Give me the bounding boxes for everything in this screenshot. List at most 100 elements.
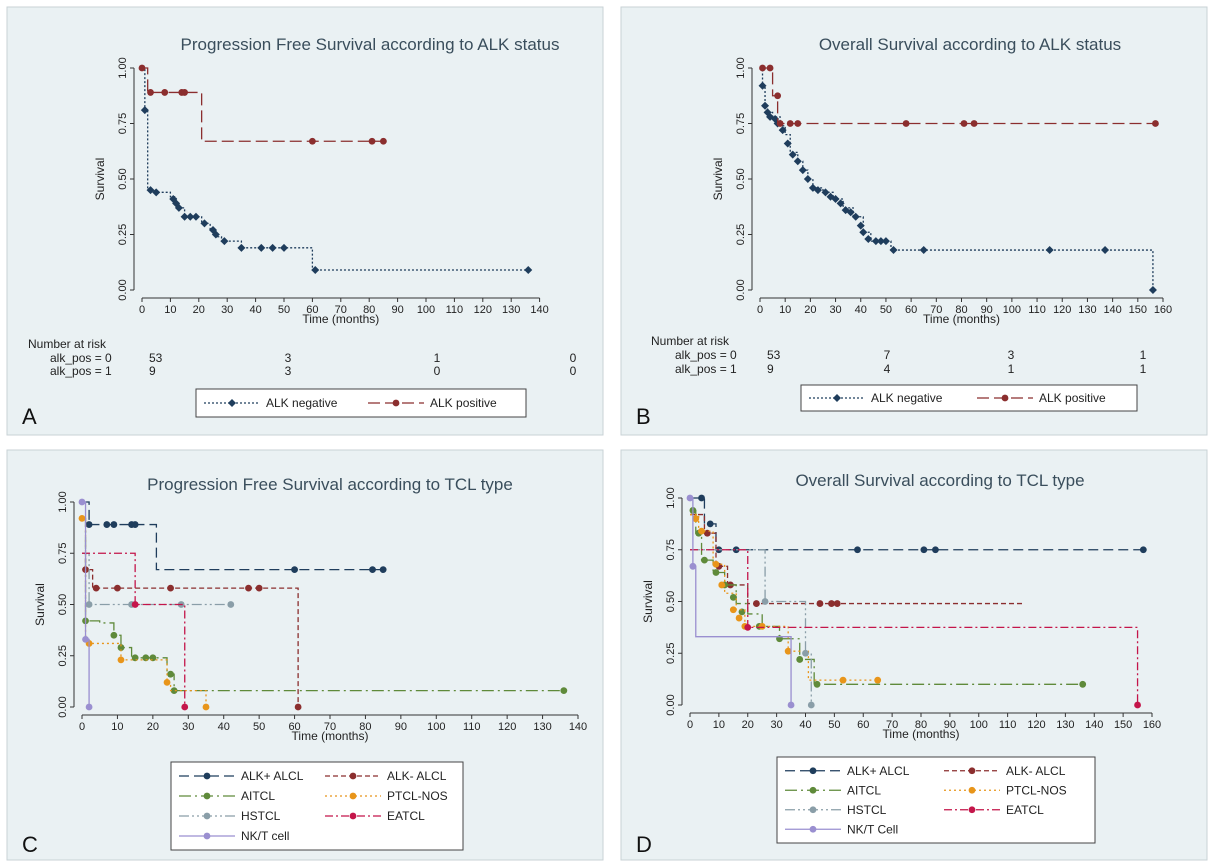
censor-marker [698, 527, 705, 535]
censor-marker [309, 137, 316, 145]
panel-a: Progression Free Survival according to A… [6, 6, 604, 436]
censor-marker [369, 566, 376, 574]
risk-value: 3 [1008, 348, 1015, 362]
risk-value: 53 [767, 348, 781, 362]
censor-marker [729, 606, 737, 614]
censor-marker [152, 188, 161, 197]
censor-marker [932, 546, 939, 554]
censor-marker [186, 212, 195, 221]
legend: ALK negative ALK positive [800, 384, 1138, 412]
censor-marker [784, 647, 792, 655]
panel-letter: A [22, 404, 37, 429]
legend-label: ALK positive [1039, 391, 1106, 405]
censor-marker [833, 600, 841, 607]
panel-d: Overall Survival according to TCL type D 0… [620, 449, 1208, 861]
censor-marker [117, 656, 125, 664]
y-axis-label: Survival [711, 158, 725, 201]
legend-label: EATCL [1006, 803, 1044, 817]
censor-marker [766, 64, 774, 72]
x-tick-label: 130 [1056, 719, 1074, 731]
y-axis-label: Survival [641, 580, 655, 623]
censor-marker [851, 212, 860, 221]
y-tick-label: 0.75 [57, 543, 69, 564]
legend-label: ALK negative [266, 396, 338, 410]
x-tick-label: 60 [857, 719, 869, 731]
x-tick-label: 100 [417, 304, 435, 316]
legend-marker [968, 786, 976, 794]
y-tick-label: 0.25 [57, 645, 69, 666]
censor-marker [167, 584, 174, 592]
x-axis-label: Time (months) [923, 312, 1000, 326]
y-axis-label: Survival [93, 158, 107, 201]
censor-marker [960, 120, 968, 127]
censor-marker [786, 120, 794, 127]
legend-entry: HSTCL [179, 809, 281, 823]
x-tick-label: 10 [164, 304, 176, 316]
censor-marker [245, 584, 252, 592]
survival-curve [690, 509, 1083, 685]
censor-marker [255, 584, 263, 592]
legend-label: AITCL [241, 789, 275, 803]
x-tick-label: 100 [1003, 304, 1021, 316]
legend-marker [203, 812, 211, 820]
censor-marker [798, 166, 807, 175]
legend-marker [968, 806, 976, 814]
risk-value: 1 [1140, 348, 1147, 362]
censor-marker [131, 521, 139, 528]
x-tick-label: 10 [713, 719, 725, 731]
risk-value: 9 [149, 364, 156, 378]
legend-label: HSTCL [241, 809, 281, 823]
risk-value: 53 [149, 351, 163, 365]
legend-entry: AITCL [785, 783, 881, 797]
censor-marker [712, 569, 720, 576]
survival-curve [690, 549, 812, 705]
censor-marker [759, 64, 766, 72]
series-alk-negative [140, 67, 533, 275]
risk-row-label: alk_pos = 0 [50, 351, 112, 365]
censor-marker [778, 126, 787, 135]
y-tick-label: 0.50 [735, 168, 747, 189]
censor-marker [876, 237, 885, 246]
x-tick-label: 60 [905, 304, 917, 316]
censor-marker [813, 680, 821, 688]
x-tick-label: 130 [1078, 304, 1096, 316]
x-tick-label: 120 [498, 721, 516, 733]
censor-marker [864, 234, 873, 243]
series-hstcl [690, 549, 815, 709]
chart-title: Overall Survival according to ALK status [819, 35, 1121, 54]
legend-entry: EATCL [325, 809, 425, 823]
censor-marker [110, 631, 118, 639]
censor-marker [163, 679, 171, 686]
panel-b: Overall Survival according to ALK status… [620, 6, 1208, 436]
x-tick-label: 140 [569, 721, 587, 733]
risk-value: 3 [285, 364, 292, 378]
x-tick-label: 120 [474, 304, 492, 316]
legend: ALK+ ALCL ALK- ALCL AITCL PTCL-NOS HSTCL EATC… [170, 761, 464, 851]
censor-marker [92, 584, 100, 592]
censor-marker [839, 676, 847, 684]
censor-marker [686, 494, 694, 502]
censor-marker [920, 546, 928, 554]
censor-marker [268, 243, 277, 252]
y-tick-label: 0.00 [665, 694, 677, 715]
risk-value: 7 [884, 348, 891, 362]
series-nk-t-cell [78, 498, 93, 711]
censor-marker [889, 246, 898, 255]
censor-marker [220, 237, 229, 246]
censor-marker [718, 581, 726, 589]
legend-marker [203, 792, 211, 800]
censor-marker [854, 546, 861, 554]
y-tick-label: 0.50 [117, 168, 129, 189]
x-tick-label: 80 [955, 304, 967, 316]
censor-marker [689, 562, 697, 570]
legend-box [195, 388, 527, 418]
legend-marker [203, 832, 211, 840]
censor-marker [138, 64, 146, 72]
censor-marker [787, 701, 795, 709]
legend-marker [1001, 394, 1009, 402]
x-tick-label: 0 [139, 304, 145, 316]
censor-marker [379, 566, 387, 574]
chart-title: Progression Free Survival according to T… [147, 475, 513, 494]
legend-entry: ALK- ALCL [944, 764, 1066, 778]
